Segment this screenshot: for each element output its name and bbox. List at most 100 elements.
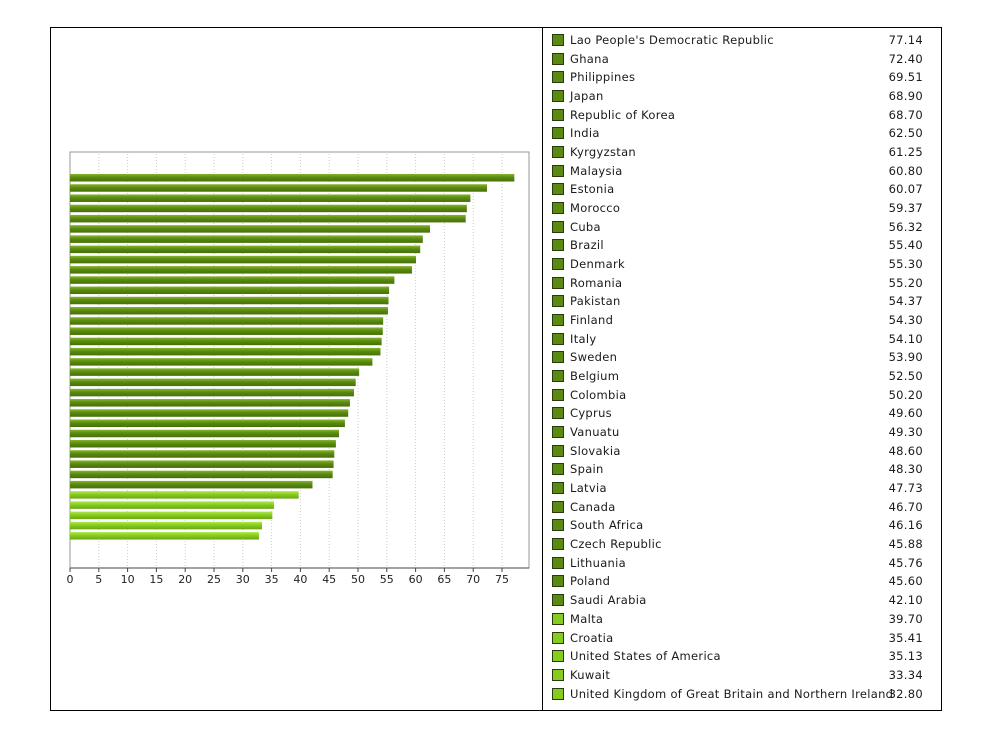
legend-country-name: United Kingdom of Great Britain and Nort…	[570, 686, 894, 701]
legend-country-name: Lithuania	[570, 555, 626, 570]
bar-czech-republic	[70, 450, 335, 458]
legend-country-name: Canada	[570, 499, 616, 514]
bar-united-states-of-america	[70, 511, 273, 520]
legend-item: Lithuania 45.76	[552, 554, 937, 573]
legend-item: Morocco 59.37	[552, 199, 937, 218]
legend-item: Cyprus 49.60	[552, 404, 937, 423]
x-tick-label: 50	[351, 573, 365, 586]
x-tick-label: 25	[207, 573, 221, 586]
legend-country-name: Kyrgyzstan	[570, 145, 637, 160]
x-tick-label: 45	[322, 573, 336, 586]
legend-country-name: Japan	[570, 89, 604, 104]
legend-value: 53.90	[888, 350, 923, 365]
bar-romania	[70, 306, 388, 315]
legend-item: Poland 45.60	[552, 572, 937, 591]
legend-item: Estonia 60.07	[552, 180, 937, 199]
legend-country-name: Pakistan	[570, 294, 621, 309]
legend-swatch	[552, 444, 564, 457]
legend-item: United Kingdom of Great Britain and Nort…	[552, 685, 937, 704]
x-tick-label: 40	[293, 573, 307, 586]
legend-value: 59.37	[888, 201, 923, 216]
legend-value: 49.60	[888, 406, 923, 421]
legend-swatch	[552, 90, 564, 103]
legend-item: Pakistan 54.37	[552, 292, 937, 311]
legend-value: 35.13	[888, 649, 923, 664]
legend-swatch	[552, 519, 564, 532]
legend-item: Cuba 56.32	[552, 218, 937, 237]
legend-swatch	[552, 183, 564, 196]
legend-country-name: Sweden	[570, 350, 618, 365]
legend-swatch	[552, 482, 564, 495]
legend-swatch	[552, 594, 564, 607]
legend-item: Brazil 55.40	[552, 236, 937, 255]
legend-item: Denmark 55.30	[552, 255, 937, 274]
bar-denmark	[70, 296, 389, 305]
bar-belgium	[70, 358, 373, 366]
legend-value: 33.34	[888, 667, 923, 682]
x-tick-label: 60	[409, 573, 423, 586]
legend-item: Croatia 35.41	[552, 629, 937, 648]
legend-value: 56.32	[888, 219, 923, 234]
legend-value: 54.37	[888, 294, 923, 309]
legend-value: 54.10	[888, 331, 923, 346]
bar-cuba	[70, 276, 395, 284]
bar-latvia	[70, 419, 345, 428]
legend-country-name: Malta	[570, 611, 604, 626]
legend-value: 42.10	[888, 593, 923, 608]
x-tick-label: 35	[265, 573, 279, 586]
legend-swatch	[552, 351, 564, 364]
legend-value: 55.30	[888, 257, 923, 272]
legend-swatch	[552, 407, 564, 420]
bar-brazil	[70, 286, 390, 295]
bar-sweden	[70, 347, 381, 356]
bar-malta	[70, 491, 299, 499]
legend-item: Japan 68.90	[552, 87, 937, 106]
legend-item: Kuwait 33.34	[552, 666, 937, 685]
legend-item: Republic of Korea 68.70	[552, 106, 937, 125]
bar-kuwait	[70, 521, 263, 530]
bar-lao-people-s-democratic-republic	[70, 174, 515, 182]
x-axis-ticks: 0 5 10 15 20 25 30 35 40 45 50 55 60 65 70 75	[67, 568, 509, 586]
legend-item: Colombia 50.20	[552, 386, 937, 405]
bar-saudi-arabia	[70, 480, 313, 489]
legend-country-name: Vanuatu	[570, 425, 620, 440]
x-tick-label: 55	[380, 573, 394, 586]
bar-vanuatu	[70, 388, 354, 397]
legend-country-name: Spain	[570, 462, 604, 477]
legend-item: Saudi Arabia 42.10	[552, 591, 937, 610]
legend-country-name: United States of America	[570, 649, 721, 664]
legend-value: 35.41	[888, 630, 923, 645]
legend-swatch	[552, 127, 564, 140]
legend-country-name: Croatia	[570, 630, 614, 645]
legend-value: 49.30	[888, 425, 923, 440]
legend-swatch	[552, 276, 564, 289]
legend-value: 62.50	[888, 126, 923, 141]
legend-country-name: Czech Republic	[570, 537, 662, 552]
legend-swatch	[552, 71, 564, 84]
bar-malaysia	[70, 245, 421, 254]
x-tick-label: 70	[466, 573, 480, 586]
legend-country-name: Belgium	[570, 369, 620, 384]
legend-country-name: South Africa	[570, 518, 644, 533]
chart-frame: 0 5 10 15 20 25 30 35 40 45 50 55 60 65 70 75 Lao Peopl…	[50, 27, 942, 711]
bar-finland	[70, 327, 383, 335]
legend-swatch	[552, 34, 564, 46]
legend-item: Latvia 47.73	[552, 479, 937, 498]
legend-swatch	[552, 500, 564, 513]
legend-value: 45.88	[888, 537, 923, 552]
legend-swatch	[552, 463, 564, 476]
legend-country-name: Brazil	[570, 238, 604, 253]
legend-item: India 62.50	[552, 124, 937, 143]
legend-country-name: Ghana	[570, 51, 610, 66]
bar-india	[70, 225, 430, 233]
legend-swatch	[552, 687, 564, 700]
legend-country-name: Finland	[570, 313, 614, 328]
legend-item: Ghana 72.40	[552, 50, 937, 69]
x-tick-label: 65	[437, 573, 451, 586]
bar-ghana	[70, 184, 488, 192]
bar-croatia	[70, 501, 274, 509]
legend-country-name: Philippines	[570, 70, 636, 85]
legend-item: Vanuatu 49.30	[552, 423, 937, 442]
legend-swatch	[552, 612, 564, 625]
x-tick-label: 0	[67, 573, 74, 586]
